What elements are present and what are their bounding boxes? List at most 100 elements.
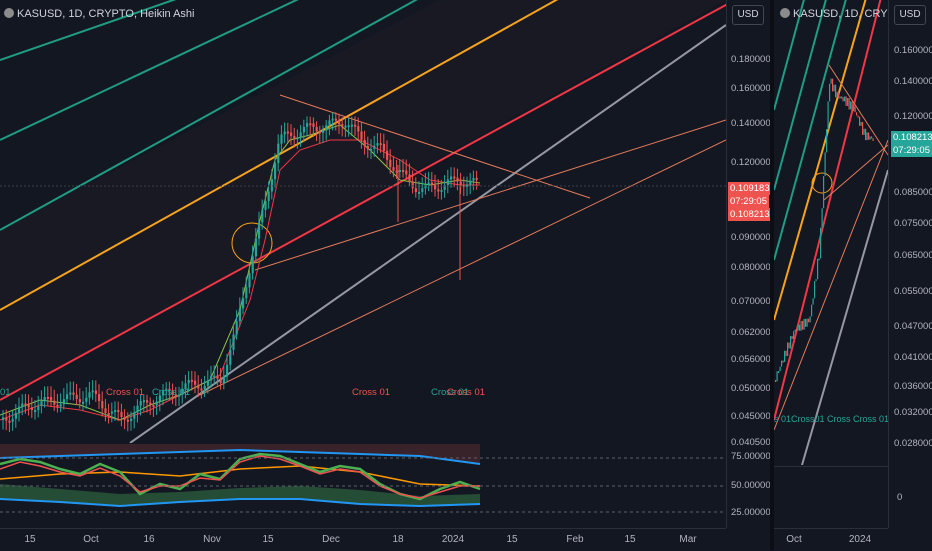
secondary-time-axis[interactable]: Oct 2024 <box>774 528 888 551</box>
candle-body <box>360 131 363 140</box>
candle-body <box>366 145 369 150</box>
candle-body <box>820 227 822 259</box>
chart-legend: KASUSD, 1D, CRYPTO, Heikin Ashi <box>4 8 195 20</box>
secondary-chart-canvas[interactable] <box>774 0 888 465</box>
candle-body <box>833 84 835 92</box>
price-axis[interactable]: USD 0.180000 0.160000 0.140000 0.120000 … <box>726 0 771 528</box>
price-tick: 0.090000 <box>731 232 771 243</box>
candle-body <box>245 287 248 299</box>
candle-body <box>283 131 286 135</box>
candle-body <box>219 378 222 384</box>
candle-body <box>851 101 853 112</box>
channel-line-teal-2 <box>0 0 299 141</box>
candle-body <box>344 125 347 128</box>
candle-body <box>812 298 814 305</box>
candle-body <box>815 279 817 282</box>
candle-body <box>817 259 819 280</box>
secondary-chart-pane[interactable]: KASUSD, 1D, CRYPTO s 01Cross01 Cross Cro… <box>774 0 888 465</box>
candle-body <box>389 159 392 168</box>
time-tick: 16 <box>143 534 155 545</box>
candle-body <box>277 143 280 163</box>
osc-tick: 50.000000 <box>731 480 771 491</box>
candle-body <box>398 169 401 172</box>
candle-body <box>254 238 257 257</box>
symbol-logo-icon <box>4 8 14 18</box>
channel-line-orange <box>0 0 559 311</box>
candle-body <box>142 400 145 403</box>
candle-body <box>130 418 133 422</box>
candle-body <box>133 412 136 419</box>
candle-body <box>363 139 366 146</box>
candle-body <box>814 281 816 299</box>
time-tick: 15 <box>262 534 274 545</box>
price-tick: 0.160000 <box>731 83 771 94</box>
candle-body <box>829 83 831 102</box>
candle-body <box>778 371 780 374</box>
candle-body <box>5 417 8 421</box>
candle-body <box>312 123 315 128</box>
chart-legend: KASUSD, 1D, CRYPTO <box>780 8 888 20</box>
candle-body <box>856 112 858 116</box>
candle-body <box>405 170 408 175</box>
time-axis[interactable]: 15 Oct 16 Nov 15 Dec 18 2024 15 Feb 15 M… <box>0 528 726 551</box>
candle-body <box>200 388 203 391</box>
candle-body <box>37 406 40 411</box>
candle-body <box>194 380 197 385</box>
candle-body <box>222 376 225 384</box>
main-chart-pane[interactable]: KASUSD, 1D, CRYPTO, Heikin Ashi 01 Cross… <box>0 0 726 443</box>
currency-button[interactable]: USD <box>894 5 926 25</box>
price-tick: 0.065000 <box>894 250 932 261</box>
price-tick: 0.041000 <box>894 352 932 363</box>
candle-body <box>258 222 261 239</box>
candle-body <box>865 128 867 141</box>
candle-body <box>379 143 382 146</box>
candle-body <box>206 380 209 386</box>
candle-body <box>832 78 834 92</box>
candle-body <box>466 184 469 187</box>
currency-button[interactable]: USD <box>732 5 764 25</box>
candle-body <box>261 209 264 223</box>
candle-body <box>248 273 251 288</box>
price-tick: 0.085000 <box>894 187 932 198</box>
candle-body <box>781 360 783 367</box>
secondary-price-axis[interactable]: USD 0.160000 0.140000 0.120000 0.085000 … <box>888 0 932 528</box>
candle-body <box>328 120 331 126</box>
oscillator-pane[interactable] <box>0 444 726 528</box>
candle-body <box>836 91 838 98</box>
time-tick: Dec <box>322 534 340 545</box>
candle-body <box>842 97 844 102</box>
candle-body <box>315 127 318 132</box>
candle-body <box>40 400 43 407</box>
candle-body <box>318 131 321 134</box>
candle-body <box>69 392 72 395</box>
candle-body <box>66 394 69 400</box>
candle-body <box>418 191 421 194</box>
main-chart-canvas[interactable] <box>0 0 726 443</box>
secondary-oscillator-pane[interactable] <box>774 466 888 529</box>
candle-body <box>370 148 373 151</box>
candle-body <box>270 179 273 192</box>
candle-body <box>101 401 104 409</box>
candle-body <box>290 132 293 136</box>
candle-body <box>421 188 424 192</box>
pane-divider[interactable] <box>770 0 774 550</box>
candle-body <box>805 318 807 327</box>
candle-body <box>462 184 465 187</box>
channel-line-teal-3 <box>0 0 418 231</box>
candle-body <box>251 256 254 274</box>
candle-body <box>165 388 168 391</box>
time-tick: 2024 <box>441 534 465 545</box>
candle-body <box>872 138 874 141</box>
candle-body <box>171 390 174 395</box>
price-tick: 0.120000 <box>894 111 932 122</box>
candle-body <box>82 401 85 404</box>
candle-body <box>446 179 449 185</box>
candle-body <box>11 418 14 422</box>
candle-body <box>27 404 30 408</box>
last-price-tag: 0.109183 <box>728 182 771 195</box>
candle-body <box>392 167 395 171</box>
candle-body <box>203 385 206 390</box>
candle-body <box>210 376 213 381</box>
candle-body <box>72 392 75 395</box>
oscillator-canvas[interactable] <box>0 444 726 528</box>
